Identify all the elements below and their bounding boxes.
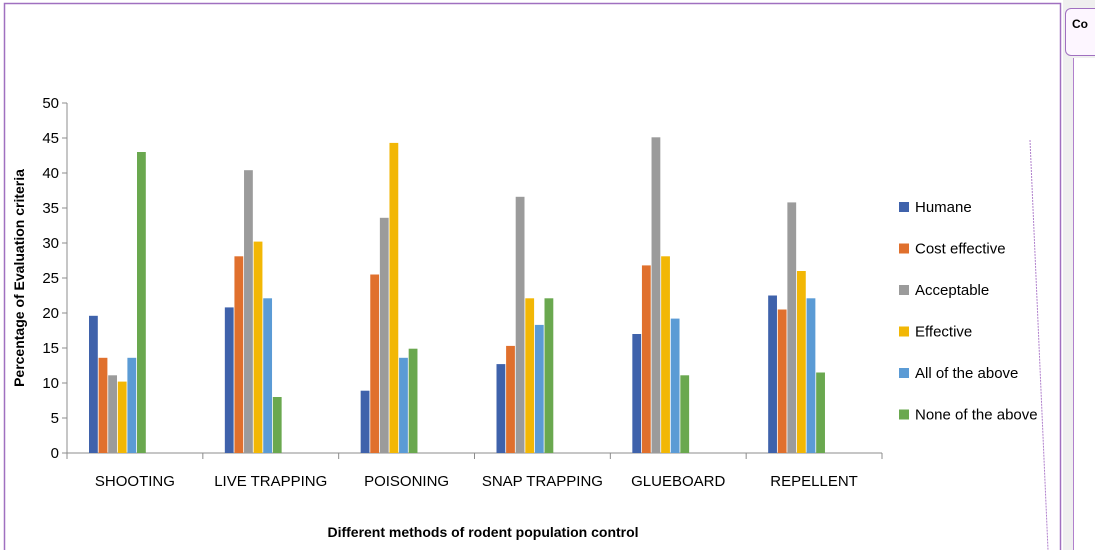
legend-label: Humane bbox=[915, 199, 972, 216]
y-tick-label: 5 bbox=[51, 410, 59, 427]
bar bbox=[816, 372, 825, 453]
y-tick-label: 45 bbox=[42, 130, 59, 147]
bar bbox=[89, 315, 98, 453]
y-tick-label: 0 bbox=[51, 445, 59, 462]
bar bbox=[137, 152, 146, 453]
legend-swatch bbox=[899, 368, 909, 378]
y-tick-label: 25 bbox=[42, 270, 59, 287]
bar bbox=[389, 142, 399, 453]
comment-balloon[interactable]: Co bbox=[1065, 8, 1095, 56]
y-tick-label: 40 bbox=[42, 165, 59, 182]
bar bbox=[796, 271, 806, 453]
bar bbox=[544, 298, 554, 453]
x-tick-label: REPELLENT bbox=[770, 473, 858, 490]
x-tick-label: POISONING bbox=[364, 473, 449, 490]
y-axis-title: Percentage of Evaluation criteria bbox=[11, 169, 27, 387]
x-tick-label: SNAP TRAPPING bbox=[482, 473, 603, 490]
bar bbox=[408, 348, 418, 453]
bar bbox=[506, 345, 515, 453]
bar bbox=[787, 202, 797, 453]
bar bbox=[632, 334, 642, 453]
comment-panel bbox=[1073, 58, 1095, 550]
bar bbox=[234, 256, 244, 453]
bar bbox=[244, 170, 253, 453]
bar bbox=[680, 375, 690, 453]
y-tick-label: 20 bbox=[42, 305, 59, 322]
bar bbox=[117, 381, 127, 453]
legend-label: Effective bbox=[915, 324, 972, 341]
bar bbox=[525, 298, 535, 453]
x-tick-label: LIVE TRAPPING bbox=[214, 473, 327, 490]
legend-label: Acceptable bbox=[915, 282, 989, 299]
bar bbox=[370, 274, 380, 453]
legend-label: None of the above bbox=[915, 407, 1038, 424]
legend-swatch bbox=[899, 285, 909, 295]
bar bbox=[806, 298, 816, 453]
bar bbox=[108, 375, 117, 453]
bars bbox=[89, 137, 825, 454]
legend-swatch bbox=[899, 409, 909, 420]
bar bbox=[253, 241, 263, 453]
x-axis-title: Different methods of rodent population c… bbox=[327, 524, 638, 540]
legend-swatch bbox=[899, 326, 909, 337]
bar bbox=[777, 309, 787, 453]
y-tick-label: 10 bbox=[42, 375, 59, 392]
comment-connector-line bbox=[1029, 139, 1049, 550]
bar bbox=[224, 307, 234, 453]
legend-swatch bbox=[899, 243, 909, 254]
y-tick-label: 35 bbox=[42, 200, 59, 217]
bar bbox=[272, 397, 282, 453]
bar bbox=[399, 357, 408, 453]
bar bbox=[534, 324, 544, 453]
x-tick-label: SHOOTING bbox=[95, 473, 175, 490]
y-tick-label: 15 bbox=[42, 340, 59, 357]
bar bbox=[263, 298, 273, 453]
bar bbox=[98, 357, 108, 453]
bar bbox=[661, 256, 670, 453]
bar bbox=[127, 357, 137, 453]
y-tick-label: 30 bbox=[42, 235, 59, 252]
bar bbox=[641, 265, 651, 453]
bar bbox=[651, 137, 661, 454]
y-tick-label: 50 bbox=[42, 95, 59, 112]
chart-frame bbox=[3, 2, 1062, 550]
bar bbox=[379, 217, 389, 453]
bar bbox=[515, 196, 525, 454]
legend: Humane Cost effective Acceptable Effective A… bbox=[899, 199, 1038, 424]
tick-labels: 0 5 10 15 20 25 30 35 40 45 50 SHOOTING LIVE TRAPPIN… bbox=[42, 95, 858, 490]
legend-label: All of the above bbox=[915, 365, 1018, 382]
bar bbox=[360, 390, 370, 453]
legend-swatch bbox=[899, 202, 909, 212]
bar bbox=[496, 364, 506, 453]
x-tick-label: GLUEBOARD bbox=[631, 473, 725, 490]
bar bbox=[768, 295, 777, 453]
legend-label: Cost effective bbox=[915, 241, 1006, 258]
axes bbox=[62, 102, 883, 459]
bar bbox=[670, 318, 680, 453]
